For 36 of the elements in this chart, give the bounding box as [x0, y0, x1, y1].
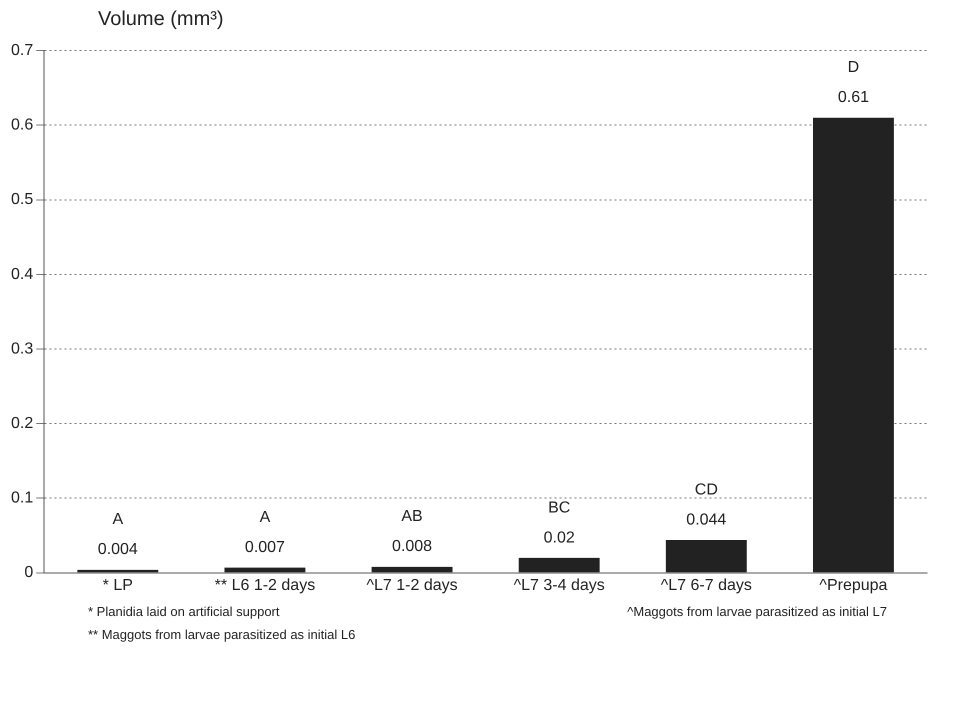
text: ^Maggots from larvae parasitized as initial L7: [627, 604, 887, 619]
bar: [372, 566, 453, 572]
annotation: A: [260, 508, 271, 526]
annotation: AB: [401, 508, 423, 526]
bar: [518, 558, 600, 572]
y-tick-label: 0.7: [10, 42, 34, 60]
y-tick-label: 0: [24, 564, 34, 582]
data-label: 0.044: [686, 511, 726, 528]
x-tick-label: ^L7 1-2 days: [366, 576, 458, 594]
data-label: 0.004: [98, 541, 138, 558]
bar: [224, 568, 306, 572]
data-label: 0.02: [544, 529, 575, 546]
y-axis-title: Volume (mm³): [98, 8, 225, 32]
y-tick-label: 0.3: [10, 340, 34, 358]
x-tick-label: ^Prepupa: [819, 576, 888, 594]
annotation: BC: [548, 499, 570, 516]
annotation: D: [848, 59, 860, 76]
text: * Planidia laid on artificial support: [88, 604, 280, 619]
y-tick-label: 0.4: [10, 266, 34, 283]
bar: [77, 570, 158, 572]
y-tick-label: 0.6: [10, 116, 34, 134]
x-tick-label: ^L7 6-7 days: [660, 576, 752, 594]
bar: [812, 118, 894, 572]
text: ** Maggots from larvae parasitized as initial L6: [88, 627, 356, 642]
bar: [666, 540, 747, 572]
annotation: CD: [694, 481, 718, 498]
data-label: 0.61: [838, 89, 870, 106]
annotation: A: [112, 511, 124, 528]
y-tick-label: 0.2: [10, 415, 34, 432]
y-tick-label: 0.5: [10, 191, 34, 208]
y-tick-label: 0.1: [10, 490, 34, 507]
x-tick-label: ^L7 3-4 days: [514, 576, 605, 594]
data-label: 0.007: [244, 538, 286, 556]
x-tick-label: * LP: [102, 576, 133, 594]
x-tick-label: ** L6 1-2 days: [214, 576, 316, 594]
data-label: 0.008: [392, 538, 432, 556]
